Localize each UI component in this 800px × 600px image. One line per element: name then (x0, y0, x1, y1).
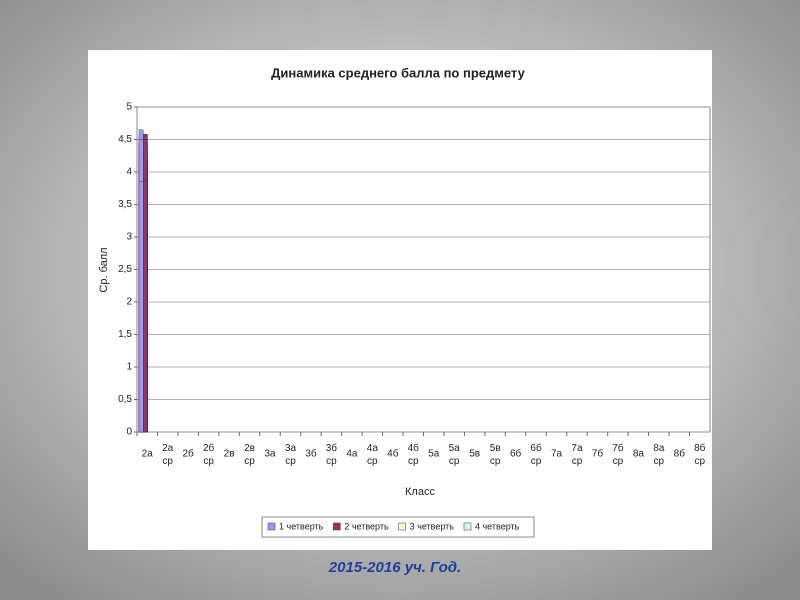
x-tick-label: 4б ср (408, 442, 420, 467)
y-tick-label: 4 (126, 167, 132, 178)
footer: 2015-2016 уч. Год. (328, 559, 461, 576)
y-tick-label: 3,5 (118, 199, 132, 210)
chart-title: Динамика среднего балла по предмету (271, 65, 525, 80)
legend-swatch (398, 522, 406, 531)
y-tick-label: 1 (126, 362, 132, 373)
legend-swatch (333, 522, 341, 531)
x-tick-label: 7б (592, 448, 604, 460)
y-tick-label: 4,5 (118, 134, 132, 145)
legend-label: 3 четверть (410, 521, 455, 531)
x-tick-label: 5а ср (449, 443, 461, 467)
x-tick-label: 2в (224, 449, 235, 460)
x-tick-label: 2а (142, 449, 154, 460)
x-tick-label: 5в ср (490, 443, 501, 467)
legend-label: 2 четверть (344, 521, 389, 531)
y-axis-label: Ср. балл (98, 247, 110, 292)
x-tick-label: 7б ср (612, 442, 624, 467)
x-tick-label: 7а ср (571, 443, 583, 467)
legend-label: 1 четверть (279, 521, 324, 531)
y-tick-label: 0,5 (118, 394, 132, 405)
y-tick-label: 0 (126, 427, 132, 438)
x-tick-label: 2б ср (203, 442, 215, 467)
x-tick-label: 3а ср (285, 443, 297, 467)
x-tick-label: 5в (469, 449, 480, 460)
x-tick-label: 2б (183, 448, 195, 460)
x-tick-label: 6б (510, 448, 522, 460)
x-tick-label: 3а (264, 449, 276, 460)
x-tick-label: 4а ср (367, 443, 379, 467)
x-tick-label: 8б ср (694, 442, 706, 467)
x-tick-label: 8б (674, 448, 686, 460)
x-tick-label: 8а (633, 449, 645, 460)
x-tick-label: 4а (346, 449, 358, 460)
y-tick-label: 5 (126, 102, 132, 113)
legend-swatch (463, 522, 472, 531)
x-tick-label: 2а ср (162, 443, 174, 467)
y-tick-label: 1,5 (118, 329, 132, 340)
x-axis-label: Класс (405, 486, 435, 498)
legend-label: 4 четверть (475, 521, 520, 531)
y-tick-label: 2 (126, 297, 132, 308)
x-tick-label: 6б ср (530, 442, 542, 467)
x-tick-label: 7а (551, 449, 563, 460)
bar (142, 179, 148, 433)
x-tick-label: 2в ср (244, 443, 255, 467)
y-tick-label: 2,5 (118, 264, 132, 275)
x-tick-label: 8а ср (653, 443, 665, 467)
y-tick-label: 3 (126, 232, 132, 243)
bar (138, 181, 144, 433)
legend (261, 516, 535, 538)
legend-swatch (267, 522, 276, 531)
x-tick-label: 5а (428, 449, 440, 460)
x-tick-label: 4б (387, 448, 399, 460)
x-tick-label: 3б ср (326, 442, 338, 467)
x-tick-label: 3б (305, 448, 317, 460)
